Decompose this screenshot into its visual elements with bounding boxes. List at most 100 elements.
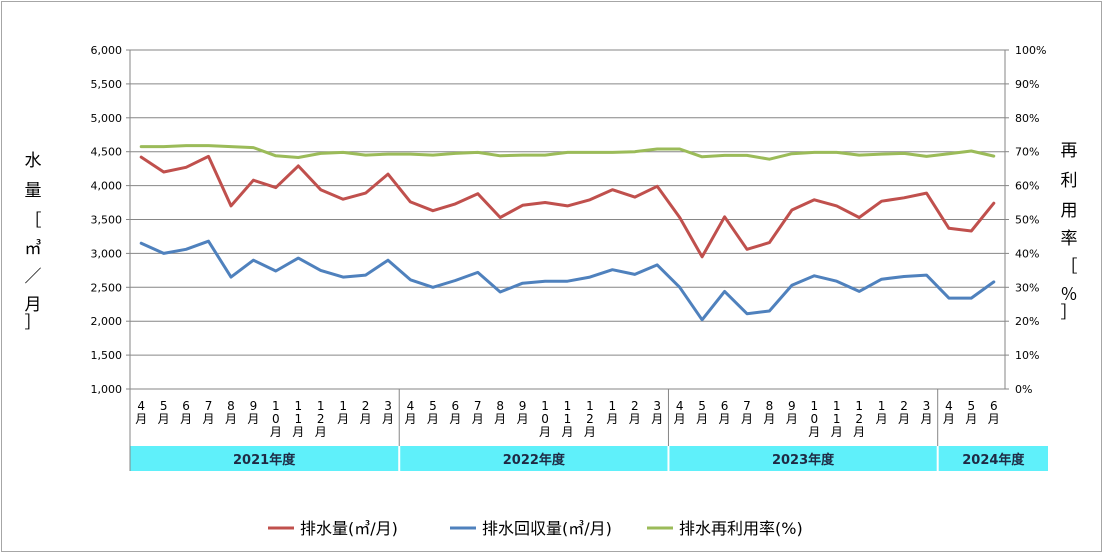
x-label-char: 月 [943,412,955,426]
x-label: 1月 [606,399,618,426]
x-label: 1月 [876,399,888,426]
axes [129,50,1006,389]
x-label-char: 2 [586,412,594,426]
x-label-char: 9 [788,399,796,413]
x-label: 8月 [225,399,237,426]
series-line-2 [139,144,996,161]
left-axis-label: 水量 ［ ㎥ ／ 月］ [25,151,42,333]
x-label-char: 月 [472,412,484,426]
x-label-char: 月 [674,412,686,426]
right-axis-label-char: 再 [1061,141,1078,161]
x-label-char: 月 [360,412,372,426]
x-label: 4月 [404,399,416,426]
x-label-char: 月 [876,412,888,426]
x-label-char: 8 [766,399,774,413]
year-label: 2024年度 [962,452,1025,468]
x-label-char: 1 [541,399,549,413]
x-label: 5月 [696,399,708,426]
right-axis-label-char: 利 [1061,171,1078,191]
x-label-char: 7 [205,399,213,413]
x-label-char: 月 [225,412,237,426]
x-label-char: 月 [808,425,820,439]
year-label: 2023年度 [772,452,835,468]
x-label-char: 月 [315,425,327,439]
left-tick-label: 5,500 [91,78,123,91]
x-label: 6月 [449,399,461,426]
left-axis-label-char: 量 [25,181,42,201]
x-label-char: 月 [786,412,798,426]
year-label: 2021年度 [233,452,296,468]
x-label-char: 5 [968,399,976,413]
x-label-char: 6 [990,399,998,413]
x-label-char: 月 [584,425,596,439]
x-label: 4月 [943,399,955,426]
x-label: 7月 [472,399,484,426]
year-band [400,446,668,471]
right-tick-label: 70% [1015,146,1039,159]
left-tick-label: 1,000 [91,383,123,396]
left-tick-label: 5,000 [91,112,123,125]
series-line-0 [139,154,996,259]
right-tick-label: 50% [1015,214,1039,227]
x-label-char: 4 [137,399,145,413]
legend-label-1: 排水回収量(㎥/月) [482,519,612,538]
x-axis-labels: 4月5月6月7月8月9月10月11月12月1月2月3月4月5月6月7月8月9月1… [135,399,1000,439]
right-axis-label-char: ％ [1061,285,1078,305]
year-band [669,446,937,471]
x-label: 6月 [988,399,1000,426]
left-axis-label-char: 水 [25,151,42,171]
x-label-char: 月 [629,412,641,426]
right-tick-label: 10% [1015,349,1039,362]
left-tick-label: 2,500 [91,281,123,294]
x-label: 12月 [315,399,327,439]
x-label-char: 2 [631,399,639,413]
x-label-char: 月 [920,412,932,426]
right-axis-label-char: ］ [1061,303,1078,323]
x-label-char: 7 [474,399,482,413]
right-tick-label: 60% [1015,180,1039,193]
left-tick-label: 3,500 [91,214,123,227]
x-label: 9月 [517,399,529,426]
x-label-char: 1 [294,412,302,426]
x-label-char: 月 [180,412,192,426]
x-label: 3月 [920,399,932,426]
x-label: 9月 [786,399,798,426]
x-label-char: 5 [429,399,437,413]
x-label-char: 4 [407,399,415,413]
x-label: 2月 [360,399,372,426]
x-label-char: 月 [404,412,416,426]
left-tick-label: 6,000 [91,44,123,57]
year-band [938,446,1048,471]
x-label: 2月 [629,399,641,426]
x-label: 10月 [808,399,820,439]
x-label-char: 0 [810,412,818,426]
right-tick-label: 20% [1015,315,1039,328]
x-label-char: 月 [270,425,282,439]
left-tick-label: 3,000 [91,247,123,260]
x-label-char: 1 [833,399,841,413]
x-label-char: 月 [741,412,753,426]
x-label-char: 月 [763,412,775,426]
x-label-char: 月 [606,412,618,426]
x-label-char: 3 [653,399,661,413]
x-label-char: 月 [719,412,731,426]
x-label-char: 1 [586,399,594,413]
series-line-1 [139,239,996,322]
x-label-char: 月 [853,425,865,439]
left-tick-label: 4,500 [91,146,123,159]
x-label-char: 月 [135,412,147,426]
x-label-char: 月 [539,425,551,439]
right-axis-label-char: 率 [1061,229,1078,249]
x-label: 8月 [494,399,506,426]
legend: 排水量(㎥/月) 排水回収量(㎥/月) 排水再利用率(%) [268,519,803,538]
x-label-char: 0 [272,412,280,426]
x-label-char: 6 [182,399,190,413]
x-label-char: 1 [272,399,280,413]
left-tick-label: 1,500 [91,349,123,362]
series-lines [139,144,996,322]
x-label: 10月 [539,399,551,439]
x-label: 1月 [337,399,349,426]
x-label-char: 月 [158,412,170,426]
right-axis-label: 再利用率 ［ ％］ [1061,141,1078,323]
